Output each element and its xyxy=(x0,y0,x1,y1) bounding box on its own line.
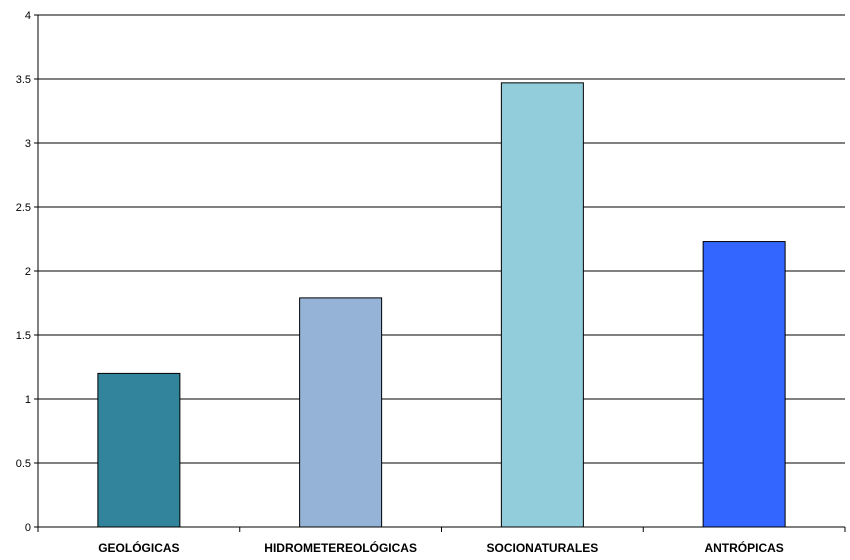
x-category-labels: GEOLÓGICAS HIDROMETEREOLÓGICAS SOCIONATURA… xyxy=(98,540,784,555)
y-tick-label: 1.5 xyxy=(16,330,31,342)
y-tick-label: 0.5 xyxy=(16,458,31,470)
y-tick-label: 3.5 xyxy=(16,74,31,86)
bar-geológicas xyxy=(97,372,181,528)
bars xyxy=(97,82,786,528)
x-category-label: HIDROMETEREOLÓGICAS xyxy=(264,540,417,555)
y-tick-labels: 0 0.5 1 1.5 2 2.5 3 3.5 4 xyxy=(16,10,31,534)
y-tick-label: 1 xyxy=(25,394,31,406)
bar-antrópicas xyxy=(702,241,786,528)
x-category-label: SOCIONATURALES xyxy=(486,541,598,555)
x-category-label: ANTRÓPICAS xyxy=(704,540,783,555)
y-tick-label: 2 xyxy=(25,266,31,278)
bar-hidrometereológicas xyxy=(299,297,383,528)
y-tick-label: 3 xyxy=(25,138,31,150)
x-category-label: GEOLÓGICAS xyxy=(98,540,179,555)
y-tick-label: 0 xyxy=(25,522,31,534)
y-tick-label: 4 xyxy=(25,10,31,22)
bar-socionaturales xyxy=(500,82,584,528)
axes xyxy=(34,14,846,532)
y-tick-label: 2.5 xyxy=(16,202,31,214)
